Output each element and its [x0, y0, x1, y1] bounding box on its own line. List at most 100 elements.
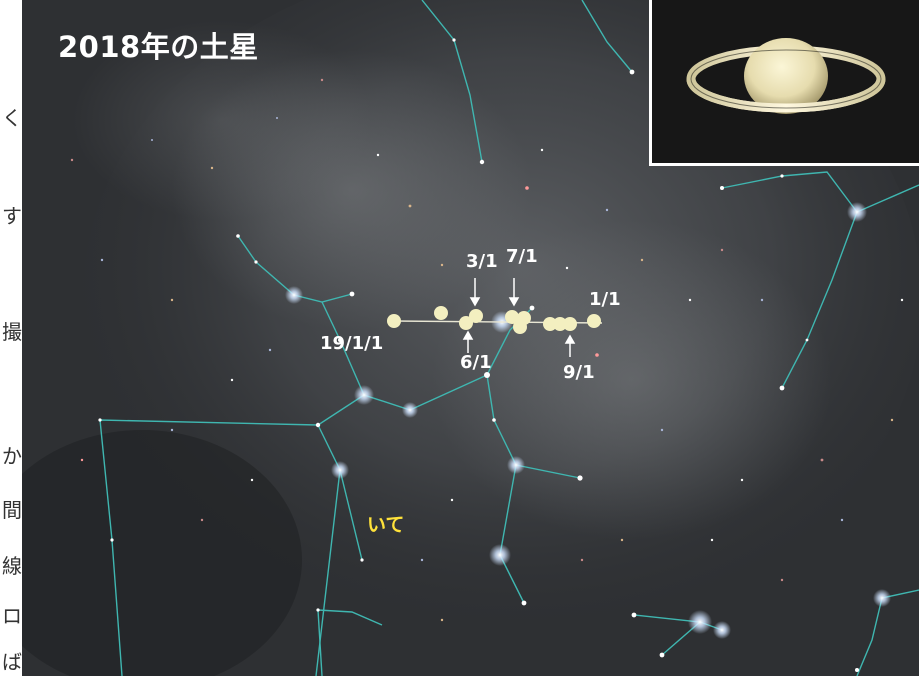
star-map: 2018年の土星 19/1/1 3/1 7/1 6/1 9/1 1/1 いて	[22, 0, 919, 676]
edge-char: 撮	[2, 320, 22, 344]
constellation-line	[856, 597, 883, 676]
constellation-line	[581, 0, 633, 73]
faint-star	[840, 518, 844, 522]
milky-way-haze	[72, 20, 372, 220]
star	[720, 186, 724, 190]
bright-stars	[285, 202, 891, 639]
bright-star	[354, 385, 374, 405]
star	[779, 385, 785, 391]
constellation-line	[317, 609, 323, 676]
faint-star	[740, 478, 744, 482]
saturn-position-marker	[553, 317, 567, 331]
faint-star	[605, 208, 609, 212]
arrow-jul-head	[508, 297, 520, 307]
faint-star	[376, 153, 380, 157]
faint-star	[170, 298, 174, 302]
star	[98, 418, 102, 422]
date-label-jun: 6/1	[460, 352, 492, 373]
edge-char: か	[2, 444, 22, 468]
edge-char: く	[2, 106, 22, 130]
faint-star	[595, 353, 599, 357]
faint-star	[230, 378, 234, 382]
date-label-jan: 1/1	[589, 289, 621, 310]
constellation-line	[856, 184, 919, 213]
faint-star	[720, 248, 724, 252]
bright-star	[331, 461, 349, 479]
bright-star	[402, 402, 418, 418]
star	[631, 612, 637, 618]
star	[338, 338, 342, 342]
arrow-jun-head	[462, 330, 474, 340]
saturn-position-marker	[387, 314, 401, 328]
faint-star	[890, 418, 894, 422]
bright-star	[713, 621, 731, 639]
date-arrows	[462, 278, 576, 357]
constellation-label-sagittarius: いて	[367, 514, 405, 536]
arrow-mar-head	[469, 297, 481, 307]
faint-star	[151, 139, 153, 141]
faint-star	[200, 518, 204, 522]
faint-star	[900, 298, 904, 302]
edge-char: ロ	[2, 604, 22, 628]
constellation-line	[499, 464, 525, 604]
faint-star	[620, 538, 624, 542]
stars	[70, 38, 904, 672]
date-label-sep: 9/1	[563, 362, 595, 383]
faint-star	[70, 158, 74, 162]
edge-char: 線	[2, 554, 22, 578]
faint-star	[640, 258, 644, 262]
bright-star	[489, 544, 511, 566]
star	[659, 652, 665, 658]
constellation-line	[421, 0, 483, 163]
constellation-line	[486, 374, 581, 479]
saturn-position-marker	[469, 309, 483, 323]
faint-star	[565, 266, 569, 270]
bright-star	[847, 202, 867, 222]
faint-star	[100, 258, 104, 262]
faint-star	[710, 538, 714, 542]
arrow-sep-head	[564, 334, 576, 344]
constellation-line	[781, 211, 858, 389]
constellation-line	[317, 609, 383, 626]
edge-char: 間	[2, 498, 22, 522]
constellation-line	[721, 171, 858, 213]
star	[484, 372, 490, 378]
star	[316, 608, 320, 612]
date-label-jul: 7/1	[506, 246, 538, 267]
star	[315, 422, 321, 428]
faint-star	[450, 498, 454, 502]
edge-char: す	[2, 204, 22, 228]
constellation-line	[339, 469, 363, 561]
star	[577, 475, 583, 481]
faint-star	[660, 428, 664, 432]
star	[521, 600, 527, 606]
saturn-position-marker	[459, 316, 473, 330]
bright-star	[688, 610, 712, 634]
dark-region	[22, 430, 302, 676]
faint-star	[760, 298, 764, 302]
star	[529, 305, 535, 311]
faint-star	[250, 478, 254, 482]
faint-star	[80, 458, 84, 462]
date-label-mar: 3/1	[466, 251, 498, 272]
star	[360, 558, 364, 562]
faint-star	[420, 558, 424, 562]
saturn-position-marker	[587, 314, 601, 328]
faint-star	[580, 558, 584, 562]
faint-star	[820, 458, 824, 462]
clipped-side-text: く す 撮 か 間 線 ロ ば	[0, 0, 22, 676]
bright-star	[285, 286, 303, 304]
saturn-body	[744, 38, 828, 114]
edge-char: ば	[2, 650, 22, 674]
bright-star	[873, 589, 891, 607]
bright-star	[507, 456, 525, 474]
saturn-position-marker	[513, 320, 527, 334]
constellation-line	[99, 419, 319, 676]
faint-star	[320, 78, 324, 82]
faint-star	[170, 428, 174, 432]
star	[780, 174, 784, 178]
faint-star	[540, 148, 544, 152]
date-label-2019-jan: 19/1/1	[320, 333, 384, 354]
faint-star	[408, 204, 412, 208]
